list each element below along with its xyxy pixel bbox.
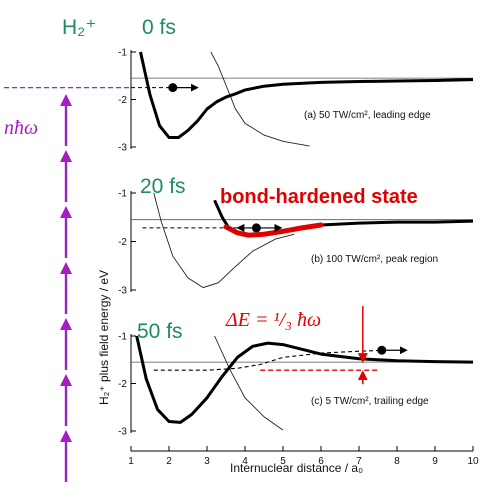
x-tick-label: 8	[394, 456, 400, 467]
panel-a-y-tick-label: -2	[118, 95, 127, 106]
species-label: H₂⁺	[62, 16, 96, 39]
panel-c-y-tick-label: -3	[118, 427, 127, 438]
panel-c-dressed-curve	[135, 335, 474, 424]
panel-b-bond-hardened-segment	[223, 222, 324, 238]
panel-c-time-label: 50 fs	[137, 320, 183, 343]
bond-hardened-label: bond-hardened state	[220, 186, 418, 208]
panel-a-y-tick-label: -3	[118, 143, 127, 154]
panel-b-y-tick-label: -1	[118, 189, 127, 200]
panel-b-lower-curve	[153, 192, 295, 289]
x-tick-label: 7	[356, 456, 362, 467]
x-tick-label: 1	[128, 456, 134, 467]
x-tick-label: 6	[318, 456, 324, 467]
panel-c-y-tick-label: -1	[118, 332, 127, 343]
panel-a-y-tick-label: -1	[118, 48, 127, 59]
panel-a-time-label: 0 fs	[142, 16, 176, 39]
x-tick-label: 3	[204, 456, 210, 467]
panel-b-y-tick-label: -2	[118, 237, 127, 248]
panel-b-time-label: 20 fs	[140, 175, 186, 198]
plot-layer: -1 -2 -3 -1 -2 -3 -1 -2 -3 1 2 3 4 5 6 7 8 9 10	[4, 48, 479, 482]
energy-gap-label: ΔE = ¹/₃ ħω	[225, 309, 321, 331]
y-axis-label: H₂⁺ plus field energy / eV	[97, 270, 111, 405]
panel-b-wavepacket-dot	[251, 223, 261, 233]
panel-c-crossing-curve	[214, 335, 284, 431]
panel-b-y-tick-label: -3	[118, 286, 127, 297]
panel-a-wavepacket-dot	[168, 83, 178, 93]
panel-a-annotation: (a) 50 TW/cm², leading edge	[304, 110, 431, 121]
panel-b-annotation: (b) 100 TW/cm², peak region	[311, 254, 438, 265]
photon-label: nħω	[4, 117, 38, 139]
panel-c-y-tick-label: -2	[118, 379, 127, 390]
x-tick-label: 10	[467, 456, 479, 467]
x-axis-label: Internuclear distance / a₀	[230, 461, 363, 475]
x-tick-label: 9	[432, 456, 438, 467]
x-tick-label: 5	[280, 456, 286, 467]
x-tick-label: 4	[242, 456, 248, 467]
panel-c-annotation: (c) 5 TW/cm², trailing edge	[311, 396, 429, 407]
x-tick-label: 2	[166, 456, 172, 467]
panel-c-dashed-path	[153, 349, 382, 371]
panel-a-dressed-curve	[139, 51, 474, 139]
panel-c-wavepacket-dot	[377, 345, 387, 355]
panel-a-crossing-curve	[210, 51, 310, 147]
